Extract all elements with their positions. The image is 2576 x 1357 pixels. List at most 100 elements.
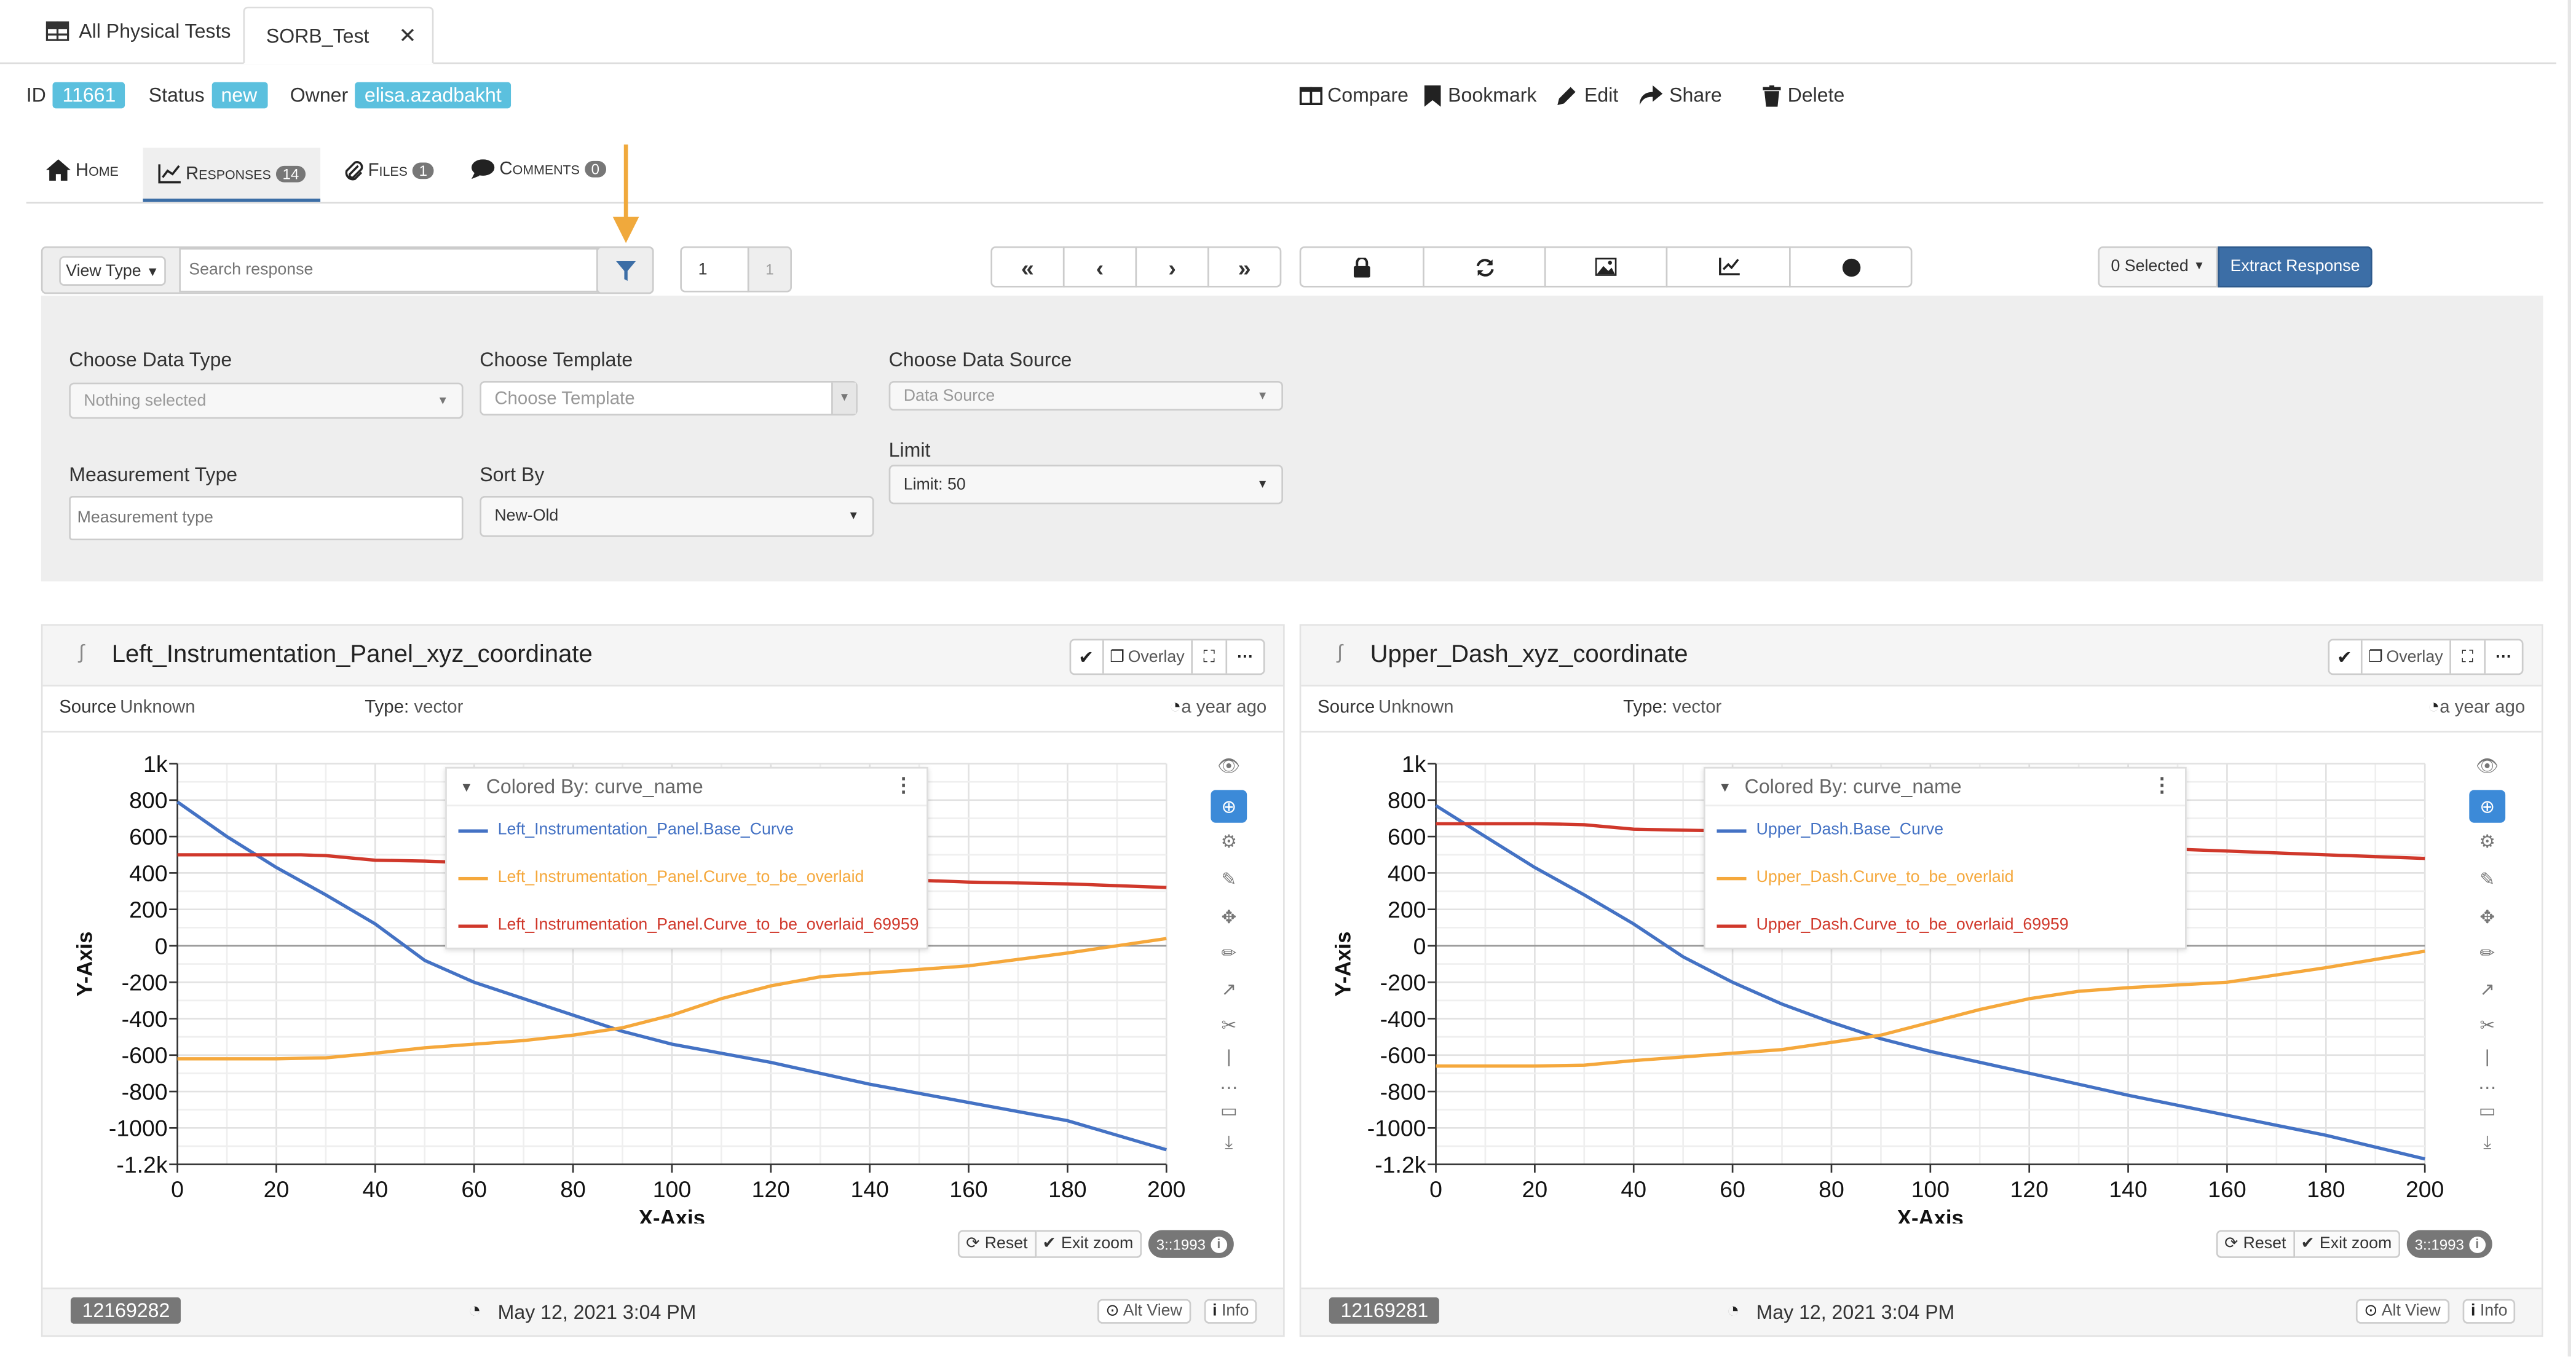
chart[interactable]: 1k8006004002000-200-400-600-800-1000-1.2… [42,731,1286,1224]
legend-item[interactable]: Upper_Dash.Base_Curve [1705,806,2185,854]
legend-item[interactable]: Left_Instrumentation_Panel.Curve_to_be_o… [447,854,926,902]
series-line[interactable] [176,800,1167,1152]
legend-item[interactable]: Left_Instrumentation_Panel.Curve_to_be_o… [447,902,926,949]
divider-icon[interactable]: | [2484,1047,2490,1068]
eye-icon[interactable]: 👁 [1217,756,1241,776]
legend-item[interactable]: Left_Instrumentation_Panel.Base_Curve [447,806,926,854]
selected-dropdown[interactable]: 0 Selected ▼ [2098,246,2218,288]
info-button[interactable]: i Info [2462,1299,2516,1324]
exit-zoom-button[interactable]: ✔ Exit zoom [1035,1230,1142,1258]
search-input[interactable] [179,248,598,293]
prev-page-button[interactable]: ‹ [1062,246,1137,288]
circle-button[interactable] [1789,246,1913,288]
exit-zoom-button[interactable]: ✔ Exit zoom [2294,1230,2400,1258]
pen-icon[interactable]: ✎ [1221,869,1237,889]
bookmark-button[interactable]: Bookmark [1424,84,1537,107]
eye-icon[interactable]: 👁 [2476,756,2499,776]
reset-button[interactable]: ⟳ Reset [2216,1230,2294,1258]
dots-icon[interactable]: ⋯ [1220,1078,1238,1098]
y-tick-label: 800 [1388,787,1426,813]
sort-select[interactable]: New-Old ▼ [480,496,874,537]
tab-comments[interactable]: Comments 0 [471,159,606,179]
alt-view-button[interactable]: ⊙ Alt View [1097,1299,1191,1324]
check-icon: ✔ [1042,1235,1056,1253]
gear-icon[interactable]: ⚙ [2479,832,2495,852]
filter-button[interactable] [596,246,654,294]
next-page-button[interactable]: › [1135,246,1209,288]
image-button[interactable] [1544,246,1668,288]
pencil-icon[interactable]: ✏ [1221,943,1237,964]
data-type-select[interactable]: Nothing selected ▼ [69,382,464,419]
minus-icon[interactable]: ▭ [1220,1101,1238,1121]
pen-icon[interactable]: ✎ [2479,869,2495,889]
legend-label: Left_Instrumentation_Panel.Curve_to_be_o… [497,916,919,935]
share-button[interactable]: Share [1640,84,1722,107]
y-tick-label: 0 [1413,933,1426,959]
kebab-icon[interactable]: ⋮ [2152,773,2172,797]
tab-sorb-test[interactable]: SORB_Test ✕ [243,6,434,65]
overlay-button[interactable]: ❐ Overlay [1104,640,1193,674]
gear-icon[interactable]: ⚙ [1220,832,1237,852]
zoom-in-icon[interactable]: ⊕ [2469,790,2506,823]
last-page-button[interactable]: » [1207,246,1282,288]
lock-button[interactable] [1299,246,1424,288]
divider-icon[interactable]: | [1226,1047,1231,1068]
caret-down-icon[interactable]: ▼ [460,779,473,795]
kebab-icon[interactable]: ⋮ [893,773,914,797]
extract-response-button[interactable]: Extract Response [2218,246,2373,288]
alt-view-button[interactable]: ⊙ Alt View [2355,1299,2449,1324]
info-button[interactable]: i Info [1204,1299,1257,1324]
y-tick-label: 400 [1388,860,1426,886]
owner-badge[interactable]: elisa.azadbakht [354,82,512,109]
dots-icon[interactable]: ⋯ [2478,1078,2497,1098]
legend-title: Colored By: curve_name [1744,775,1962,798]
zoom-in-icon[interactable]: ⊕ [1211,790,1247,823]
limit-select[interactable]: Limit: 50 ▼ [888,465,1283,505]
pencil-icon[interactable]: ✏ [2479,943,2495,964]
crosshair-icon[interactable]: ✥ [2479,907,2495,927]
source-select[interactable]: Data Source ▼ [888,380,1283,411]
compare-button[interactable]: Compare [1299,84,1409,107]
template-select[interactable]: Choose Template ▼ [480,380,858,416]
more-icon[interactable]: ··· [1237,648,1254,666]
tab-responses[interactable]: Responses 14 [143,148,321,202]
caret-down-icon: ▼ [1257,390,1268,402]
series-line[interactable] [1436,950,2425,1068]
caret-down-icon[interactable]: ▼ [1718,779,1732,795]
legend-item[interactable]: Upper_Dash.Curve_to_be_overlaid [1705,854,2185,902]
crosshair-icon[interactable]: ✥ [1221,907,1237,927]
magic-icon[interactable]: ✂ [2479,1015,2495,1036]
series-line[interactable] [1435,804,2425,1161]
check-icon[interactable]: ✔ [2329,640,2362,674]
delete-button[interactable]: Delete [1763,84,1844,107]
overlay-button[interactable]: ❐ Overlay [2361,640,2451,674]
expand-icon[interactable]: ⛶ [2451,640,2486,674]
check-icon[interactable]: ✔ [1070,640,1104,674]
y-tick-label: -200 [1380,970,1426,996]
columns-icon [1299,86,1323,104]
series-line[interactable] [177,937,1167,1061]
first-page-button[interactable]: « [990,246,1065,288]
page-total: 1 [747,246,792,293]
tab-home[interactable]: Home [45,159,119,181]
download-icon[interactable]: ⤓ [1225,1132,1233,1152]
download-icon[interactable]: ⤓ [2483,1132,2492,1152]
expand-icon[interactable]: ⛶ [1193,640,1228,674]
magic-icon[interactable]: ✂ [1221,1015,1237,1036]
legend-item[interactable]: Upper_Dash.Curve_to_be_overlaid_69959 [1705,902,2185,949]
tab-files[interactable]: Files 1 [343,159,434,181]
more-icon[interactable]: ··· [2495,648,2512,666]
page-input[interactable]: 1 [680,246,749,293]
close-icon[interactable]: ✕ [398,22,417,47]
refresh-button[interactable] [1423,246,1546,288]
reset-button[interactable]: ⟳ Reset [957,1230,1036,1258]
arrow-icon[interactable]: ↗ [2479,979,2495,1000]
minus-icon[interactable]: ▭ [2478,1101,2496,1121]
view-type-dropdown[interactable]: View Type ▼ [59,256,166,286]
measurement-input[interactable] [69,496,464,541]
arrow-icon[interactable]: ↗ [1221,979,1237,1000]
tab-all-physical-tests[interactable]: All Physical Tests [36,0,243,63]
caret-down-icon: ▼ [1257,478,1268,490]
edit-button[interactable]: Edit [1557,84,1618,107]
chart-button[interactable] [1665,246,1791,288]
